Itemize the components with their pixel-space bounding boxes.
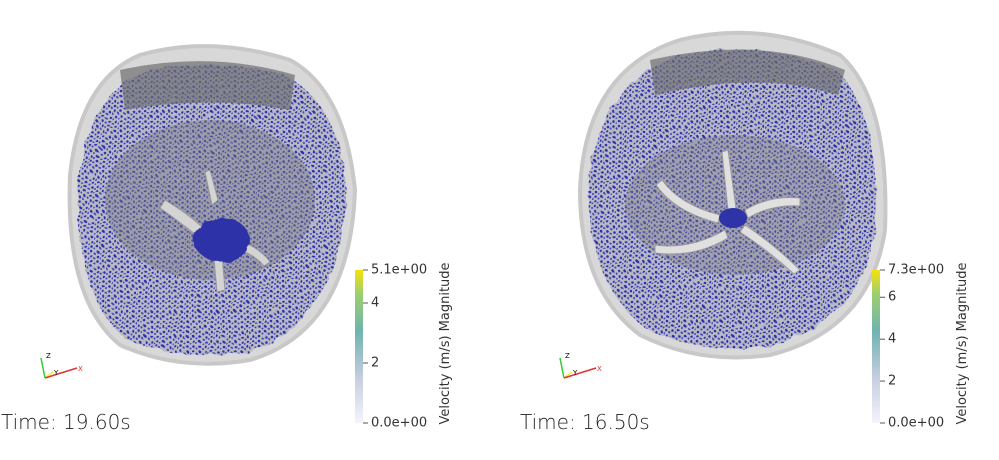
axis-z-label: Z xyxy=(46,352,51,360)
colorbar-tick-label: 6 xyxy=(888,290,896,305)
axis-z xyxy=(40,357,46,379)
axis-z-label: Z xyxy=(565,352,570,360)
colorbar-tick-label: 0.0e+00 xyxy=(371,416,427,431)
colorbar-tick-label: 2 xyxy=(888,374,896,389)
colorbar xyxy=(355,270,363,423)
colorbar-title: Velocity (m/s) Magnitude xyxy=(438,262,453,424)
colorbar-tick-label: 4 xyxy=(371,296,379,311)
axis-x-label: X xyxy=(78,365,83,373)
colorbar-tick-label: 4 xyxy=(888,332,896,347)
axis-z xyxy=(559,357,565,379)
axis-y-label: Y xyxy=(572,369,578,377)
axis-x-label: X xyxy=(597,365,602,373)
colorbar-tick-label: 5.1e+00 xyxy=(371,263,427,278)
colorbar-title: Velocity (m/s) Magnitude xyxy=(955,262,970,424)
time-label: Time: 16.50s xyxy=(520,410,650,434)
axis-y-label: Y xyxy=(53,369,59,377)
colorbar-tick-label: 7.3e+00 xyxy=(888,263,944,278)
axis-x xyxy=(44,367,78,379)
colorbar-tick-label: 2 xyxy=(371,356,379,371)
time-label: Time: 19.60s xyxy=(1,410,131,434)
colorbar xyxy=(872,270,880,423)
render-right xyxy=(577,30,888,360)
axis-x xyxy=(563,367,597,379)
render-left xyxy=(67,44,358,366)
colorbar-tick-label: 0.0e+00 xyxy=(888,416,944,431)
